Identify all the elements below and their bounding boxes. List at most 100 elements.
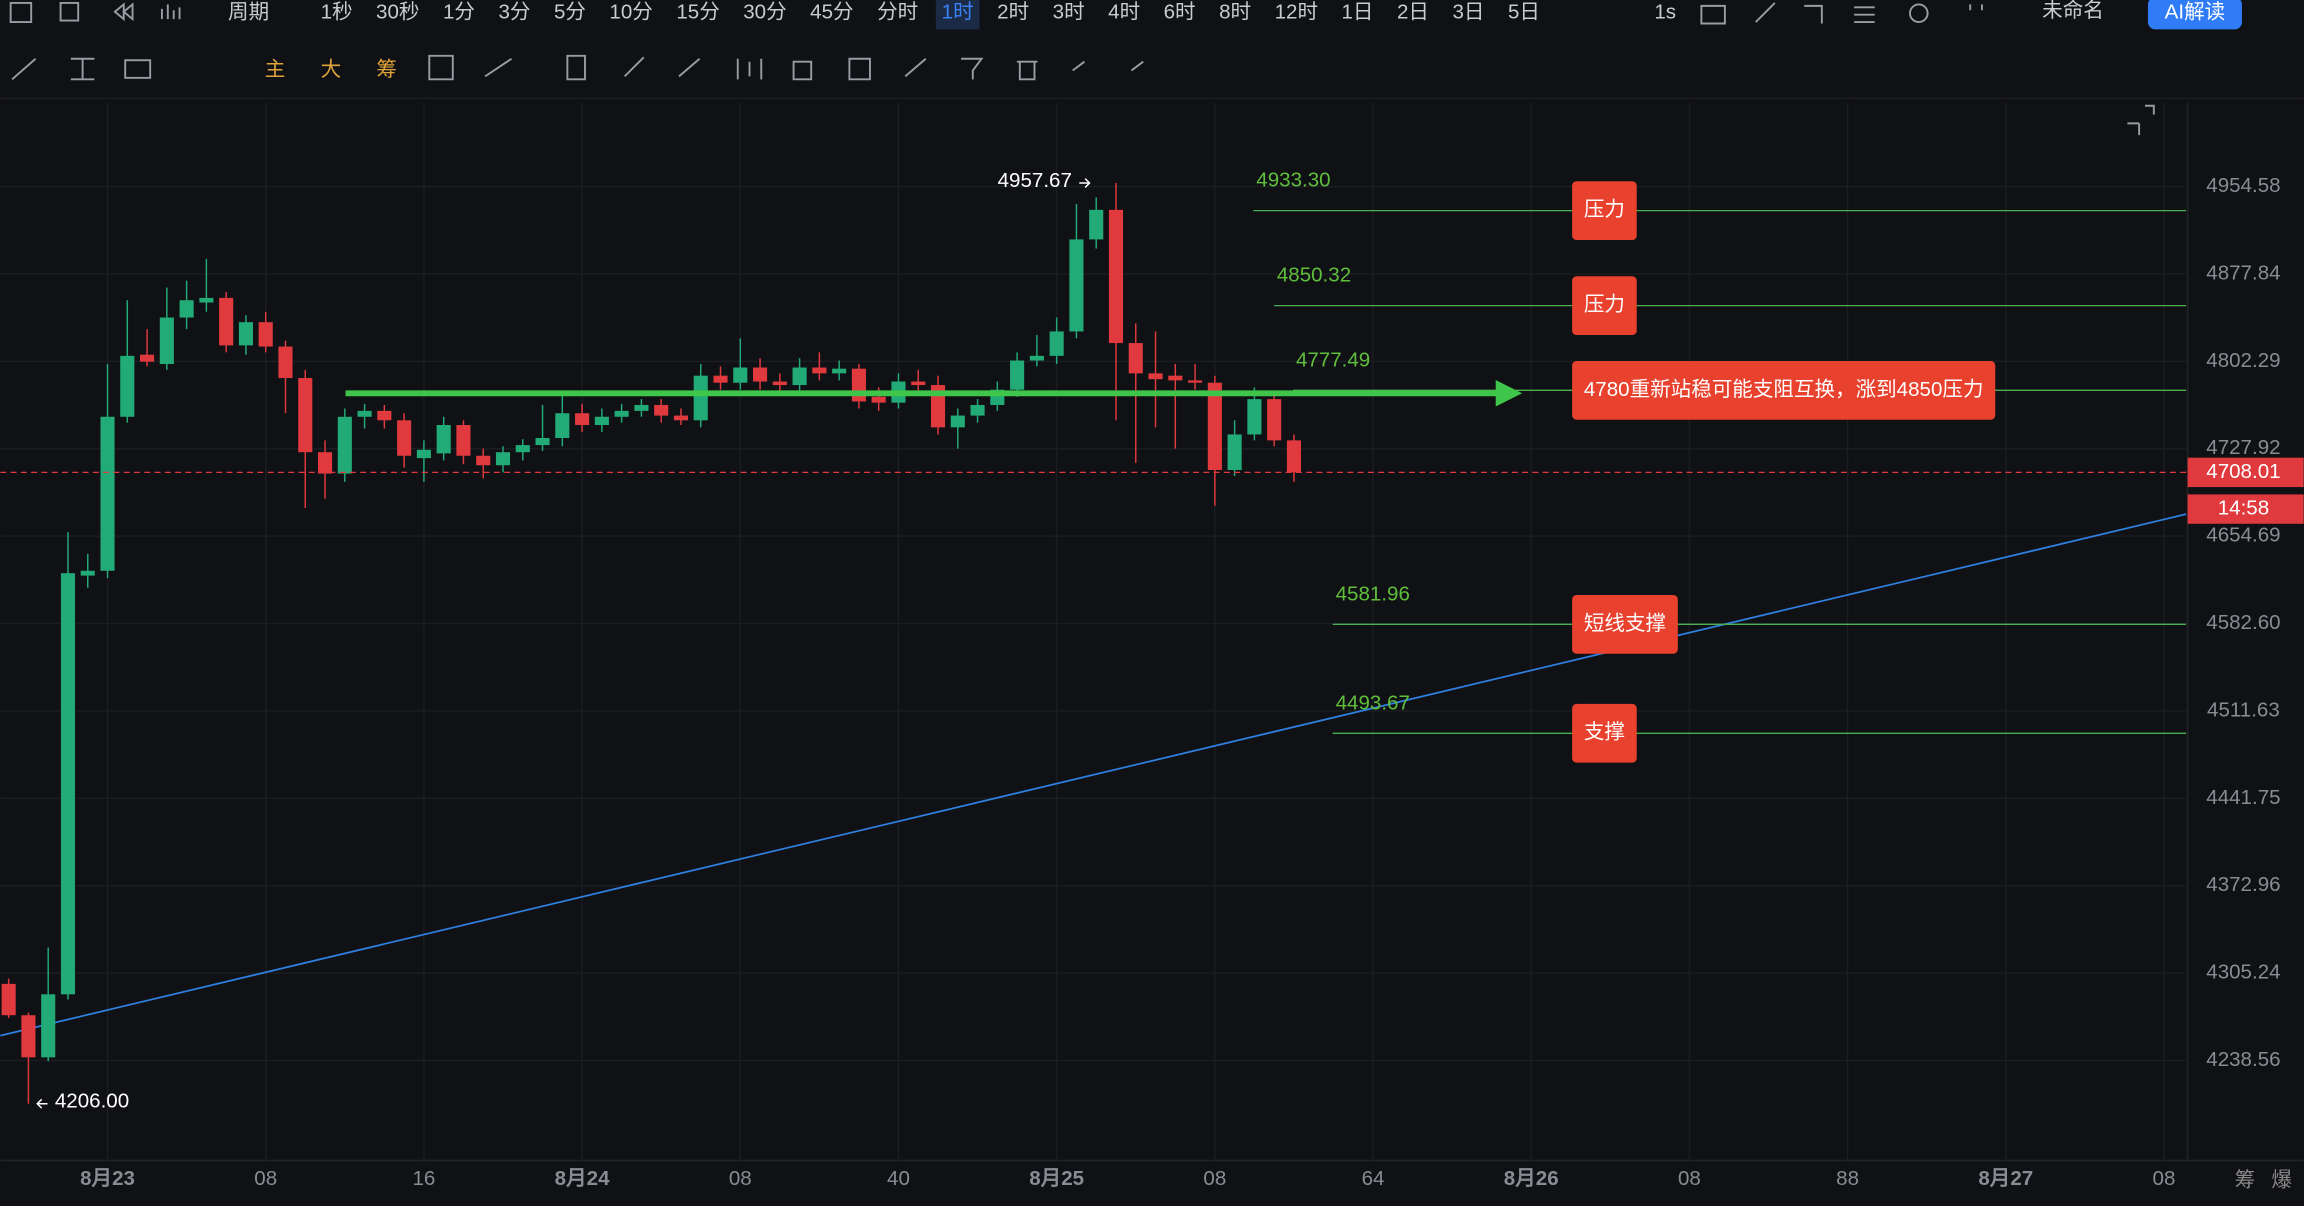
candle-body [416,449,431,459]
high-label: 4957.67 [998,169,1072,192]
indicator-button[interactable]: 大 [321,58,342,81]
indicator-button[interactable]: 主 [265,58,286,81]
candle-body [1267,399,1282,441]
candle-body [100,416,115,571]
candle-body [1207,382,1222,471]
y-tick-label: 4877.84 [2206,261,2280,284]
x-tick-label: 08 [254,1167,277,1190]
chart-type-icon[interactable] [160,4,181,20]
candle-body [337,416,352,474]
period-button[interactable]: 1分 [443,1,475,24]
period-button[interactable]: 5分 [554,1,586,24]
period-button[interactable]: 30秒 [376,1,419,24]
candle-body [1128,343,1143,374]
period-button[interactable]: 4时 [1108,1,1140,24]
ai-button-bg[interactable] [2147,0,2242,30]
top-right-icons[interactable] [1700,2,1983,25]
indicator-button[interactable]: 筹 [376,58,397,81]
candle-body [733,367,748,383]
period-button[interactable]: 30分 [743,1,786,24]
x-tick-label: 08 [729,1167,752,1190]
period-button[interactable]: 1日 [1342,1,1374,24]
candle-body [575,413,590,426]
y-tick-label: 4372.96 [2206,873,2280,896]
period-button[interactable]: 10分 [609,1,652,24]
period-button[interactable]: 8时 [1219,1,1251,24]
workspace[interactable]: 未命名 [2042,0,2104,22]
x-tick-label: 64 [1362,1167,1385,1190]
candle-body [851,368,866,402]
period-button[interactable]: 3日 [1452,1,1484,24]
period-button[interactable]: 15分 [676,1,719,24]
candle-body [1089,209,1104,240]
level-value: 4933.30 [1256,169,1330,192]
low-label: 4206.00 [55,1090,129,1113]
period-button[interactable]: 6时 [1164,1,1196,24]
candle-body [140,354,155,362]
level-tag-bg [1572,360,1996,420]
period-active-bg [935,0,980,30]
period-button[interactable]: 3分 [498,1,530,24]
ai-button[interactable]: AI解读 [2165,1,2226,24]
tool-icons[interactable] [428,54,1144,81]
interval[interactable]: 1s [1654,1,1676,24]
candle-body [673,415,689,421]
candle-body [495,452,511,466]
level-tag-bg [1572,276,1637,335]
layout-icon[interactable] [59,1,80,22]
candle-body [397,420,412,456]
last-price: 4708.01 [2206,460,2280,483]
expand-icon[interactable] [2127,104,2155,136]
level-value: 4493.67 [1336,691,1410,714]
candle-body [219,297,234,346]
candle-body [1069,239,1084,332]
x-tick-label: 40 [887,1167,910,1190]
level-tag-bg [1572,703,1637,763]
period-button[interactable]: 1秒 [321,1,353,24]
y-tick-label: 4511.63 [2207,698,2280,721]
corner-button[interactable]: 筹 [2235,1168,2256,1191]
period-menu[interactable]: 周期 [228,1,269,24]
period-button[interactable]: 分时 [877,1,918,24]
candle-body [535,437,550,446]
candle-body [80,570,95,576]
corner-button[interactable]: 爆 [2271,1168,2292,1191]
calendar-icon[interactable] [9,1,33,23]
candle-body [238,322,253,346]
level-value: 4581.96 [1336,582,1410,605]
candle-body [436,425,451,454]
period-button[interactable]: 3时 [1053,1,1085,24]
candle-body [772,381,787,386]
candle-body [911,381,926,386]
settings-icon[interactable] [1909,3,1929,23]
candle-body [159,317,174,365]
candle-body [1029,355,1044,361]
period-button[interactable]: 1时 [942,1,974,24]
x-tick-label: 16 [412,1167,435,1190]
period-button[interactable]: 2时 [997,1,1029,24]
candle-body [21,1015,36,1058]
candle-body [258,322,273,347]
period-button[interactable]: 5日 [1508,1,1540,24]
rect-tool[interactable] [124,59,152,79]
level-tag: 支撑 [1584,721,1625,744]
countdown: 14:58 [2218,497,2269,520]
candle-body [1108,209,1124,344]
y-tick-label: 4802.29 [2206,349,2280,372]
draw-tools[interactable] [11,57,95,81]
level-tag: 短线支撑 [1584,612,1666,635]
period-button[interactable]: 12时 [1275,1,1318,24]
candle-body [298,378,313,453]
candle-body [634,404,649,411]
level-tag-bg [1572,594,1678,654]
level-value: 4777.49 [1296,348,1370,371]
candle-body [812,367,827,374]
period-button[interactable]: 45分 [810,1,853,24]
replay-icon[interactable] [113,2,134,22]
candle-body [693,375,708,421]
low-arrow [36,1098,48,1109]
candle-body [654,404,669,416]
period-button[interactable]: 2日 [1397,1,1429,24]
